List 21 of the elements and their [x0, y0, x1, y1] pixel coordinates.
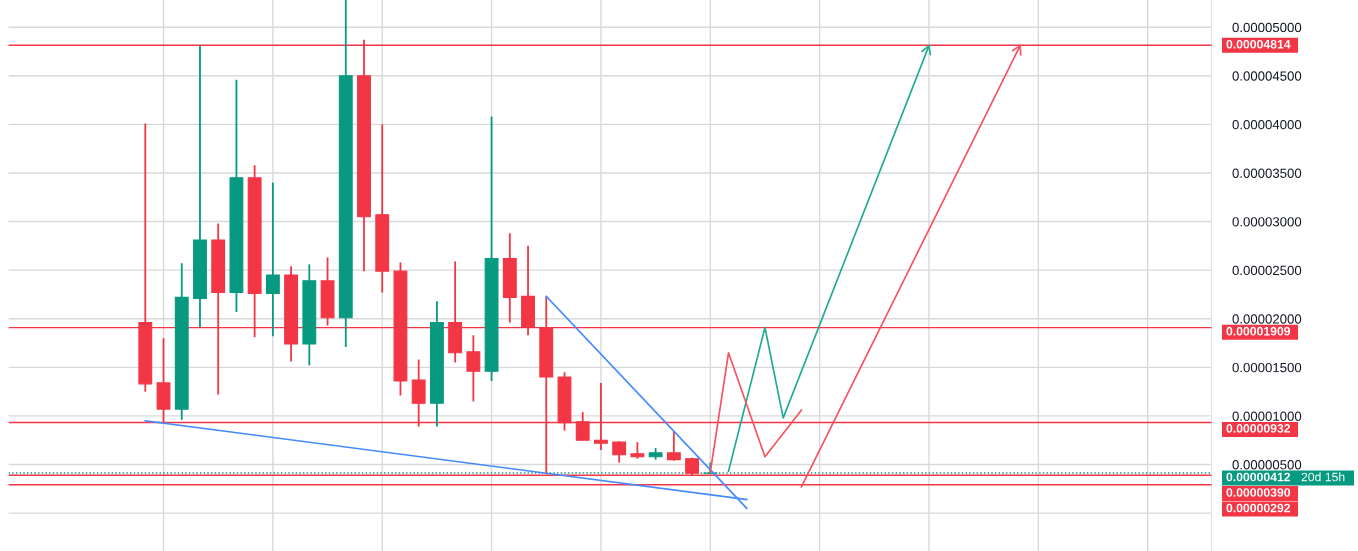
ref-line-label: 0.00000390: [1226, 488, 1291, 497]
y-tick-label: 0.00003000: [1232, 217, 1302, 227]
y-tick-label: 0.00001500: [1232, 362, 1302, 373]
candlestick: [265, 181, 280, 338]
candlestick: [666, 430, 681, 462]
y-tick-label: 0.00000500: [1232, 460, 1302, 470]
y-tick-label: 0.00001000: [1232, 411, 1302, 421]
ref-line-label: 0.00000932: [1226, 424, 1291, 433]
candlestick: [612, 440, 627, 464]
y-tick-label: 0.00005000: [1232, 22, 1302, 33]
y-tick-label: 0.00004500: [1232, 71, 1302, 81]
text: 20d 15h: [1301, 472, 1345, 482]
y-tick-label: 0.00002500: [1232, 265, 1302, 276]
y-tick-label: 0.00003500: [1232, 168, 1302, 178]
ref-line-label: 0.00000412: [1226, 472, 1291, 482]
ref-line-label: 0.00004814: [1226, 39, 1291, 49]
y-tick-label: 0.00004000: [1232, 119, 1302, 130]
ref-line-label: 0.00001909: [1226, 326, 1291, 336]
candlestick: [466, 334, 481, 403]
y-tick-label: 0.00002000: [1232, 314, 1302, 324]
ref-line-label: 0.00000292: [1226, 503, 1291, 513]
